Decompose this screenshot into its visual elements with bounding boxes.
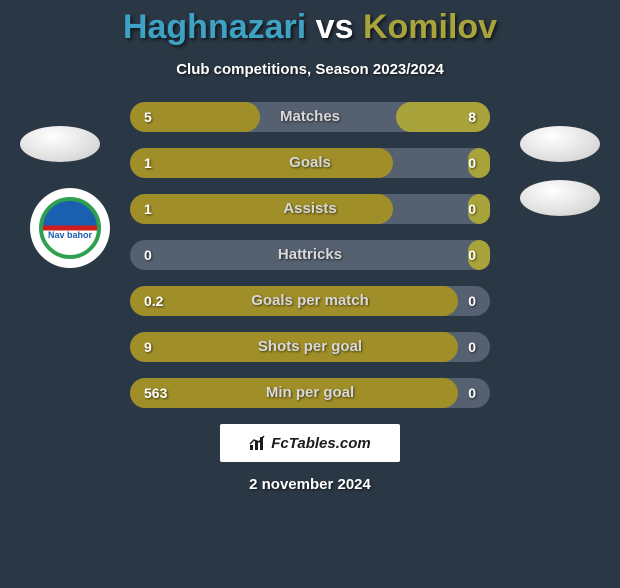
- stat-value-right: 0: [468, 240, 476, 270]
- stat-value-right: 0: [468, 148, 476, 178]
- brand-text: FcTables.com: [271, 435, 370, 452]
- stat-label: Goals per match: [130, 286, 490, 316]
- stat-row: Matches5 8: [130, 102, 490, 132]
- player1-avatar: [20, 126, 100, 162]
- stat-value-left: 0: [144, 240, 152, 270]
- footer-date: 2 november 2024: [0, 476, 620, 493]
- chart-icon: [249, 435, 267, 451]
- stat-value-left: 563: [144, 378, 167, 408]
- player2-avatar: [520, 126, 600, 162]
- stat-value-left: 0.2: [144, 286, 163, 316]
- stat-value-left: 5: [144, 102, 152, 132]
- vs-text: vs: [316, 8, 354, 46]
- stat-row: Shots per goal9 0: [130, 332, 490, 362]
- stat-value-right: 0: [468, 286, 476, 316]
- stat-value-left: 9: [144, 332, 152, 362]
- stat-value-left: 1: [144, 148, 152, 178]
- stat-label: Assists: [130, 194, 490, 224]
- stat-label: Matches: [130, 102, 490, 132]
- stat-row: Assists1 0: [130, 194, 490, 224]
- stat-row: Hattricks0 0: [130, 240, 490, 270]
- player2-name: Komilov: [363, 8, 497, 46]
- stat-label: Goals: [130, 148, 490, 178]
- player2-club-avatar: [520, 180, 600, 216]
- stat-label: Min per goal: [130, 378, 490, 408]
- player1-club-logo: [30, 188, 110, 268]
- stats-bars: Matches58Goals10Assists10Hattricks00Goal…: [130, 102, 490, 408]
- stat-value-right: 0: [468, 332, 476, 362]
- stat-value-right: 8: [468, 102, 476, 132]
- stat-label: Shots per goal: [130, 332, 490, 362]
- brand-badge: FcTables.com: [220, 424, 400, 462]
- stat-row: Min per goal563 0: [130, 378, 490, 408]
- stat-value-right: 0: [468, 378, 476, 408]
- stat-row: Goals1 0: [130, 148, 490, 178]
- club-logo-icon: [39, 197, 101, 259]
- comparison-title: Haghnazari vs Komilov: [0, 8, 620, 47]
- player1-name: Haghnazari: [123, 8, 306, 46]
- stat-row: Goals per match0.2 0: [130, 286, 490, 316]
- stat-value-right: 0: [468, 194, 476, 224]
- subtitle: Club competitions, Season 2023/2024: [0, 61, 620, 78]
- stat-label: Hattricks: [130, 240, 490, 270]
- stat-value-left: 1: [144, 194, 152, 224]
